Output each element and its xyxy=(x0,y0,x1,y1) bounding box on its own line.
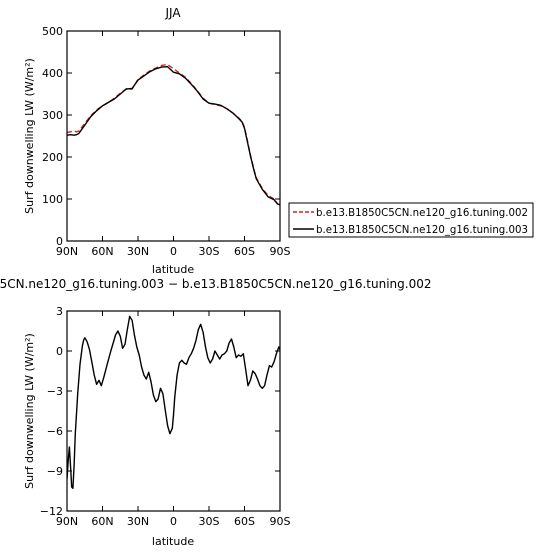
top-x-tick-label: 60N xyxy=(91,245,113,258)
bottom-y-tick-label: −9 xyxy=(47,465,63,478)
top-series-line-1 xyxy=(67,65,280,206)
bottom-x-tick-label: 60N xyxy=(91,515,113,528)
top-title: JJA xyxy=(164,6,181,20)
bottom-x-axis-label: latitude xyxy=(152,535,194,548)
top-x-tick-label: 30N xyxy=(127,245,149,258)
bottom-y-tick-label: 3 xyxy=(56,305,63,318)
top-y-tick-label: 0 xyxy=(56,235,63,248)
top-y-axis-label: Surf downwelling LW (W/m²) xyxy=(23,58,36,214)
top-x-tick-label: 0 xyxy=(170,245,177,258)
bottom-y-tick-label: −3 xyxy=(47,385,63,398)
top-panel: JJA 90N 60N 30N 0 30S 60S 90S 0 100 200 300 400 500… xyxy=(23,6,534,276)
top-x-tick-label: 90S xyxy=(270,245,291,258)
bottom-x-tick-label: 0 xyxy=(170,515,177,528)
bottom-plot-frame xyxy=(66,310,281,512)
bottom-y-tick-label: −12 xyxy=(40,505,63,518)
bottom-x-tick-label: 30S xyxy=(199,515,220,528)
top-y-tick-label: 300 xyxy=(42,109,63,122)
bottom-series-line-0 xyxy=(67,315,280,489)
top-plot-frame xyxy=(66,30,281,242)
bottom-panel: b.e13.B1850C5CN.ne120_g16.tuning.003 − b… xyxy=(0,277,431,548)
bottom-y-axis-label: Surf downwelling LW (W/m²) xyxy=(23,333,36,489)
top-y-tick-label: 200 xyxy=(42,151,63,164)
bottom-x-tick-label: 90S xyxy=(270,515,291,528)
bottom-x-tick-label: 60S xyxy=(234,515,255,528)
legend-box xyxy=(288,202,534,238)
legend-label-002: b.e13.B1850C5CN.ne120_g16.tuning.002 xyxy=(316,208,528,219)
top-x-tick-label: 30S xyxy=(199,245,220,258)
legend: b.e13.B1850C5CN.ne120_g16.tuning.002 b.e… xyxy=(288,202,534,238)
bottom-x-tick-label: 30N xyxy=(127,515,149,528)
bottom-y-tick-label: −6 xyxy=(47,425,63,438)
bottom-title: b.e13.B1850C5CN.ne120_g16.tuning.003 − b… xyxy=(0,277,431,291)
top-x-tick-label: 90N xyxy=(56,245,78,258)
top-y-tick-label: 500 xyxy=(42,25,63,38)
top-x-tick-label: 60S xyxy=(234,245,255,258)
top-y-tick-label: 100 xyxy=(42,193,63,206)
bottom-x-tick-label: 90N xyxy=(56,515,78,528)
legend-label-003: b.e13.B1850C5CN.ne120_g16.tuning.003 xyxy=(316,225,528,236)
top-x-axis-label: latitude xyxy=(152,263,194,276)
top-series-line-0 xyxy=(67,63,280,206)
top-y-tick-label: 400 xyxy=(42,67,63,80)
bottom-y-tick-label: 0 xyxy=(56,345,63,358)
